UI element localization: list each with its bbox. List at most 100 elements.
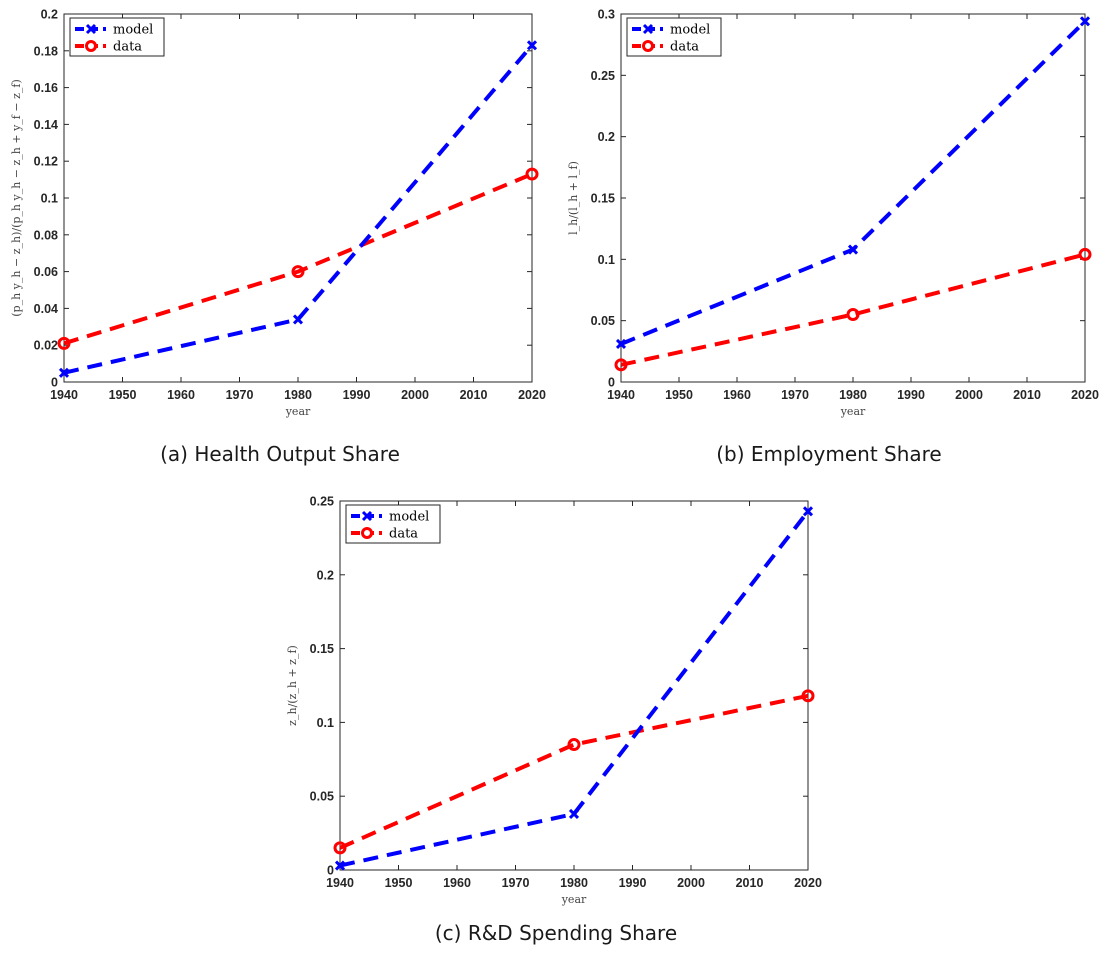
x-tick-label: 2010 — [1013, 388, 1041, 402]
x-tick-label: 1960 — [167, 388, 195, 402]
legend-marker-model — [85, 23, 97, 35]
x-tick-label: 2000 — [677, 876, 705, 890]
y-tick-label: 0.15 — [310, 642, 334, 656]
x-tick-label: 1980 — [839, 388, 867, 402]
y-tick-label: 0.2 — [41, 8, 58, 22]
series-line-data — [339, 693, 809, 850]
x-tick-label: 1970 — [502, 876, 530, 890]
y-tick-label: 0.16 — [34, 81, 58, 95]
data-point-model — [802, 506, 814, 517]
y-tick-label: 0.18 — [34, 44, 58, 58]
plot-area-frame — [620, 13, 1086, 383]
data-point-model — [292, 314, 304, 325]
y-tick-label: 0.25 — [591, 69, 615, 83]
x-tick-label: 2010 — [736, 876, 764, 890]
y-tick-label: 0.25 — [310, 495, 334, 509]
x-tick-label: 1970 — [226, 388, 254, 402]
x-tick-label: 2010 — [460, 388, 488, 402]
x-tick-label: 1940 — [607, 388, 635, 402]
series-line-data — [620, 252, 1086, 367]
panel-rd-spending-share: 1940 1950 1960 1970 1980 1990 2000 2010 2020 0 0.0… — [276, 487, 836, 955]
data-point-data — [846, 308, 860, 322]
legend: model data — [626, 17, 722, 57]
y-tick-label: 0.05 — [310, 790, 334, 804]
marker-stroke — [58, 367, 70, 378]
x-tick-label: 1950 — [385, 876, 413, 890]
x-tick-label: 2020 — [794, 876, 822, 890]
y-tick-label: 0 — [327, 864, 334, 878]
data-point-data — [614, 358, 628, 372]
x-tick-label: 1940 — [50, 388, 78, 402]
y-tick-label: 0.15 — [591, 192, 615, 206]
y-axis-label: (p_h y_h − z_h)/(p_h y_h − z_h + y_f − z… — [10, 79, 23, 316]
legend-label-model: model — [113, 23, 153, 38]
marker-stroke — [361, 510, 373, 522]
caption-employment-share: (b) Employment Share — [716, 442, 942, 466]
legend: model data — [69, 17, 165, 57]
y-tick-label: 0.1 — [317, 716, 334, 730]
y-tick-label: 0.3 — [598, 8, 615, 22]
data-point-model — [1079, 16, 1091, 27]
legend-marker-model — [642, 23, 654, 35]
y-tick-label: 0.2 — [317, 568, 334, 582]
chart-health-output-share: 1940 1950 1960 1970 1980 1990 2000 2010 2020 0 0.0… — [10, 8, 546, 419]
x-tick-label: 2000 — [401, 388, 429, 402]
x-tick-label: 1960 — [443, 876, 471, 890]
legend: model data — [345, 504, 441, 544]
series-line-model — [339, 510, 810, 868]
data-point-model — [847, 244, 859, 255]
marker-stroke — [334, 860, 346, 871]
y-tick-label: 0.1 — [598, 253, 615, 267]
legend-label-data: data — [670, 40, 699, 55]
legend-marker-data — [85, 40, 97, 52]
data-point-model — [568, 808, 580, 819]
y-tick-label: 0.04 — [34, 302, 58, 316]
legend-label-model: model — [389, 510, 429, 525]
marker-stroke — [615, 338, 627, 350]
data-point-data — [801, 689, 815, 703]
chart-rd-spending-share: 1940 1950 1960 1970 1980 1990 2000 2010 2020 0 0.0… — [286, 495, 822, 907]
y-axis-label: l_h/(l_h + l_f) — [567, 161, 580, 235]
legend-marker-data — [642, 40, 654, 52]
y-tick-label: 0 — [608, 376, 615, 390]
x-tick-label: 1990 — [343, 388, 371, 402]
chart-employment-share: 1940 1950 1960 1970 1980 1990 2000 2010 2020 0 0.0… — [567, 8, 1099, 419]
x-tick-label: 1980 — [560, 876, 588, 890]
data-point-data — [333, 841, 347, 855]
x-axis-label: year — [840, 405, 866, 418]
legend-label-model: model — [670, 23, 710, 38]
data-point-model — [526, 40, 538, 51]
legend-box — [69, 17, 165, 57]
panel-employment-share: 1940 1950 1960 1970 1980 1990 2000 2010 2020 0 0.0… — [556, 0, 1102, 475]
x-tick-label: 1950 — [665, 388, 693, 402]
legend-box — [345, 504, 441, 544]
series-line-data — [63, 172, 533, 346]
data-point-data — [525, 167, 539, 181]
legend-marker-data — [361, 527, 373, 539]
x-tick-label: 1990 — [897, 388, 925, 402]
x-tick-label: 1960 — [723, 388, 751, 402]
series-line-model — [620, 19, 1087, 346]
caption-health-output-share: (a) Health Output Share — [160, 442, 400, 466]
x-axis-label: year — [285, 405, 311, 418]
y-tick-label: 0 — [51, 376, 58, 390]
x-tick-label: 1990 — [619, 876, 647, 890]
x-tick-label: 1970 — [781, 388, 809, 402]
legend-label-data: data — [389, 527, 418, 542]
y-tick-label: 0.06 — [34, 265, 58, 279]
data-point-data — [291, 265, 305, 279]
data-point-data — [1078, 247, 1092, 261]
marker-stroke — [847, 244, 859, 255]
marker-stroke — [1079, 16, 1091, 27]
marker-stroke — [526, 40, 538, 51]
marker-stroke — [85, 23, 97, 35]
x-tick-label: 2000 — [955, 388, 983, 402]
legend-marker-model — [361, 510, 373, 522]
marker-stroke — [642, 23, 654, 35]
marker-stroke — [292, 314, 304, 325]
x-tick-label: 1980 — [284, 388, 312, 402]
y-tick-label: 0.2 — [598, 130, 615, 144]
data-point-model — [615, 338, 627, 350]
panel-health-output-share: 1940 1950 1960 1970 1980 1990 2000 2010 2020 0 0.0… — [0, 0, 560, 475]
